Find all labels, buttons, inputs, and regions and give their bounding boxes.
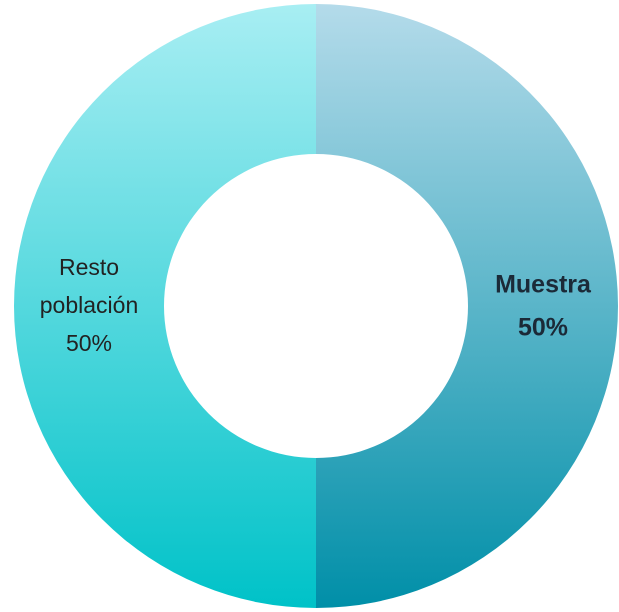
category-label: Muestra [495,270,591,299]
slice-label: Resto población 50% [19,249,159,363]
value-label: 50% [65,329,113,356]
slice-label: Muestra 50% [473,264,613,349]
value-label: 50% [517,313,569,341]
donut-slice [316,4,618,608]
category-label: Resto población [39,254,139,319]
donut-slice [14,4,316,608]
